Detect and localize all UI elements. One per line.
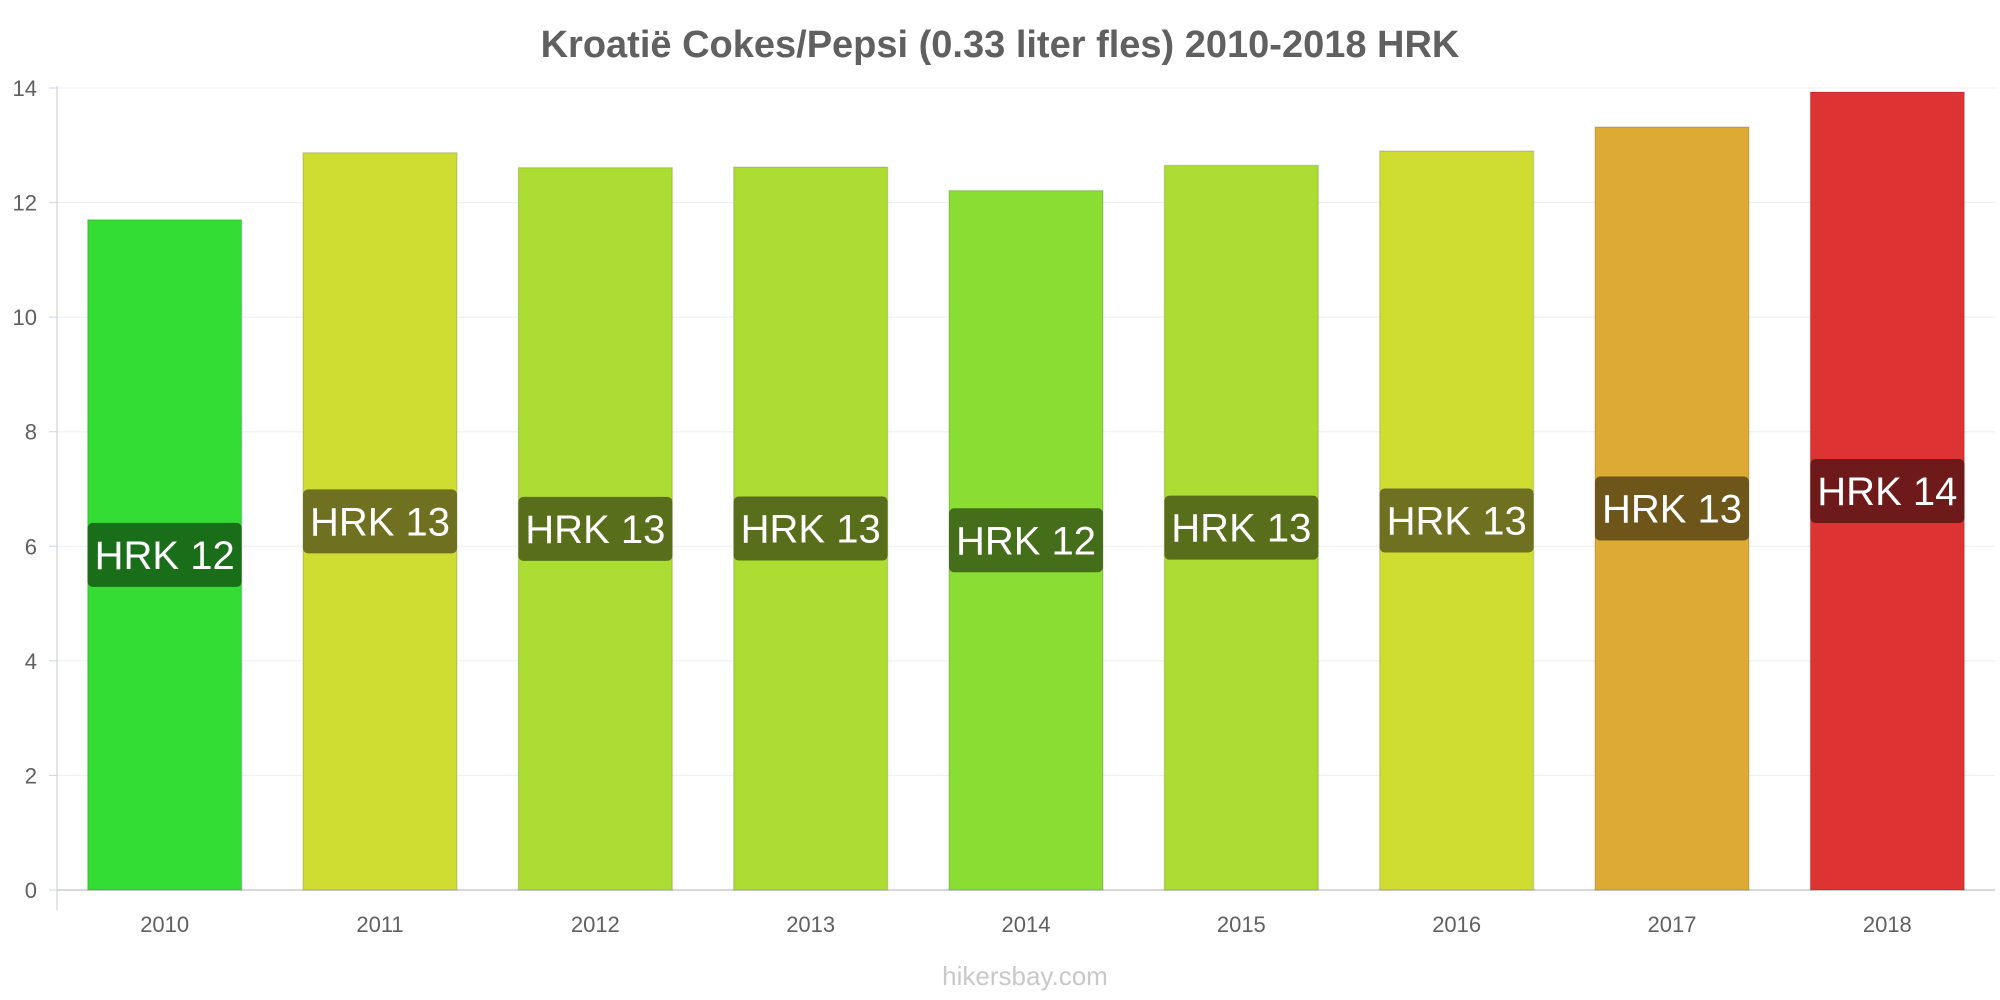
data-label: HRK 13: [1171, 507, 1311, 551]
y-tick-label: 6: [25, 534, 37, 559]
y-tick-label: 8: [25, 420, 37, 445]
data-label: HRK 12: [95, 534, 235, 578]
x-tick-label: 2017: [1648, 912, 1697, 937]
x-tick-label: 2011: [356, 912, 403, 937]
x-tick-label: 2015: [1217, 912, 1266, 937]
data-label-box: [733, 496, 888, 561]
data-label-box: [1595, 476, 1749, 541]
data-label: HRK 13: [1387, 500, 1527, 544]
data-label-box: [1810, 459, 1965, 524]
data-label-box: [303, 489, 457, 554]
data-label: HRK 13: [1602, 487, 1742, 531]
x-tick-label: 2013: [786, 912, 835, 937]
x-tick-label: 2010: [140, 912, 189, 937]
data-labels: HRK 12 HRK 13 HRK 13 HRK 13 HRK 12 HRK 13 HRK …: [87, 459, 1965, 587]
x-tick-label: 2018: [1863, 912, 1912, 937]
y-tick-label: 14: [13, 76, 37, 101]
y-tick-label: 10: [13, 305, 37, 330]
data-label: HRK 12: [956, 519, 1096, 563]
data-label: HRK 13: [525, 508, 665, 552]
y-tick-label: 2: [25, 763, 37, 788]
data-label: HRK 13: [310, 500, 450, 544]
y-tick-label: 4: [25, 649, 37, 674]
data-label-box: [87, 522, 242, 587]
x-tick-label: 2016: [1432, 912, 1481, 937]
y-tick-label: 12: [13, 191, 37, 216]
data-label: HRK 13: [741, 508, 881, 552]
x-axis-ticks: 2010 2011 2012 2013 2014 2015 2016 2017 2018: [140, 912, 1912, 937]
chart-title: Kroatië Cokes/Pepsi (0.33 liter fles) 20…: [541, 24, 1460, 66]
y-tick-label: 0: [25, 878, 37, 903]
credit-watermark: hikersbay.com: [942, 961, 1108, 991]
x-tick-label: 2014: [1002, 912, 1051, 937]
data-label-box: [518, 496, 673, 561]
data-label-box: [1379, 488, 1534, 553]
data-label-box: [1164, 495, 1319, 560]
data-label-box: [949, 508, 1103, 573]
x-tick-label: 2012: [571, 912, 620, 937]
data-label: HRK 14: [1817, 470, 1957, 514]
